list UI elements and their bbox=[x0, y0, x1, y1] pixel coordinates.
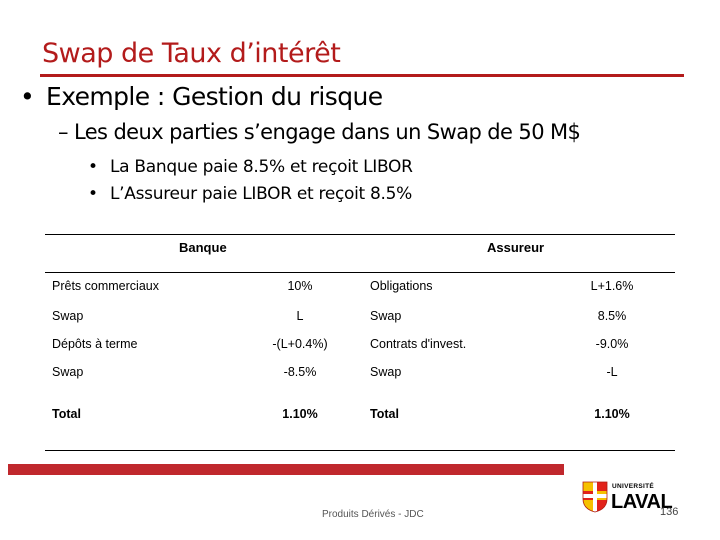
table-bottom-rule bbox=[45, 450, 675, 451]
header-banque: Banque bbox=[179, 240, 227, 255]
cell-insurer-total-label: Total bbox=[370, 407, 399, 421]
footer-text: Produits Dérivés - JDC bbox=[322, 509, 424, 520]
footer-bar bbox=[8, 464, 564, 475]
cell-bank-total-value: 1.10% bbox=[282, 407, 318, 421]
cell-insurer-item: Contrats d'invest. bbox=[370, 337, 467, 351]
bullet-dot-icon: • bbox=[88, 184, 98, 204]
cell-bank-rate: 10% bbox=[287, 279, 313, 293]
title-underline bbox=[40, 74, 684, 77]
bullet-dot-icon: • bbox=[88, 157, 98, 177]
cell-insurer-item: Obligations bbox=[370, 279, 433, 293]
logo-text-laval: LAVAL bbox=[611, 491, 673, 513]
table-header-rule bbox=[45, 272, 675, 273]
cell-bank-total-label: Total bbox=[52, 407, 81, 421]
crest-icon bbox=[582, 481, 608, 513]
table-top-rule bbox=[45, 234, 675, 235]
bullet-dot-icon: • bbox=[20, 82, 35, 111]
logo-text-universite: UNIVERSITÉ bbox=[612, 483, 655, 490]
bullet-level2: – Les deux parties s’engage dans un Swap… bbox=[58, 120, 581, 144]
cell-bank-item: Swap bbox=[52, 309, 84, 323]
bullet-level1: • Exemple : Gestion du risque bbox=[20, 82, 383, 111]
cell-bank-rate: L bbox=[296, 309, 304, 323]
swap-table: Banque Assureur Prêts commerciaux 10% Ob… bbox=[45, 234, 675, 452]
bullet-level1-text: Exemple : Gestion du risque bbox=[46, 82, 383, 111]
cell-bank-item: Dépôts à terme bbox=[52, 337, 138, 351]
bullet-level3-insurer: • L’Assureur paie LIBOR et reçoit 8.5% bbox=[88, 184, 412, 204]
slide-title: Swap de Taux d’intérêt bbox=[42, 38, 341, 69]
cell-bank-rate: -(L+0.4%) bbox=[272, 337, 328, 351]
cell-insurer-rate: -L bbox=[606, 365, 618, 379]
cell-bank-rate: -8.5% bbox=[283, 365, 317, 379]
bullet-level3-bank-text: La Banque paie 8.5% et reçoit LIBOR bbox=[110, 157, 413, 177]
cell-insurer-rate: 8.5% bbox=[597, 309, 627, 323]
header-assureur: Assureur bbox=[487, 240, 545, 255]
cell-bank-item: Prêts commerciaux bbox=[52, 279, 159, 293]
cell-bank-item: Swap bbox=[52, 365, 84, 379]
page-number: 136 bbox=[660, 506, 679, 518]
cell-insurer-rate: L+1.6% bbox=[590, 279, 634, 293]
cell-insurer-item: Swap bbox=[370, 309, 402, 323]
cell-insurer-rate: -9.0% bbox=[595, 337, 629, 351]
university-logo: UNIVERSITÉ LAVAL bbox=[582, 481, 690, 515]
cell-insurer-total-value: 1.10% bbox=[594, 407, 630, 421]
bullet-level3-insurer-text: L’Assureur paie LIBOR et reçoit 8.5% bbox=[110, 184, 413, 204]
cell-insurer-item: Swap bbox=[370, 365, 402, 379]
bullet-level3-bank: • La Banque paie 8.5% et reçoit LIBOR bbox=[88, 157, 413, 177]
